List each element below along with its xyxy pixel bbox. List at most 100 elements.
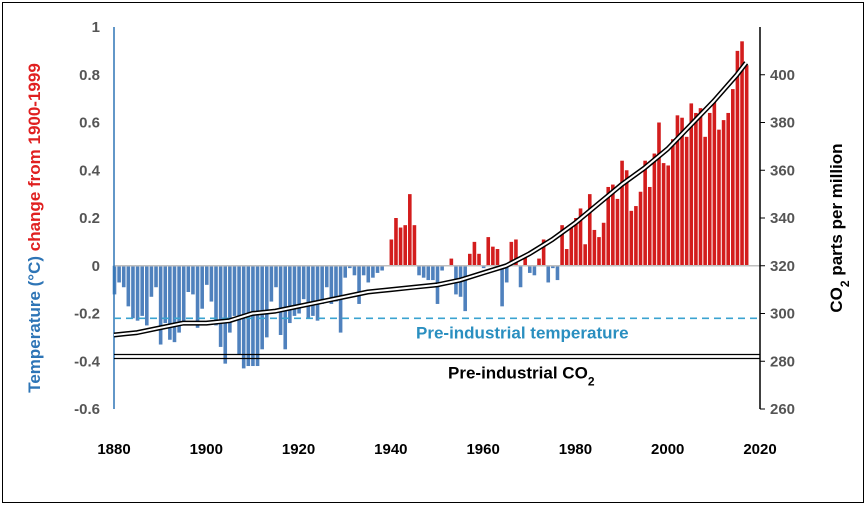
- temperature-bar: [551, 265, 555, 269]
- x-tick-label: 1920: [282, 441, 315, 458]
- right-axis-title: CO2 parts per million: [827, 143, 852, 312]
- right-tick-label: 300: [770, 306, 795, 323]
- x-tick-label: 2000: [651, 441, 684, 458]
- temperature-bar: [611, 184, 615, 266]
- right-tick-label: 380: [770, 115, 795, 132]
- temperature-bar: [735, 50, 740, 266]
- temperature-bar: [209, 265, 214, 302]
- temperature-bars: [112, 41, 749, 369]
- temperature-bar: [181, 265, 186, 324]
- temperature-bar: [657, 122, 661, 266]
- temperature-bar: [394, 218, 398, 266]
- temperature-bar: [468, 253, 472, 266]
- left-tick-label: 0.4: [79, 162, 101, 179]
- temperature-bar: [145, 265, 149, 326]
- temperature-bar: [218, 265, 223, 347]
- temperature-bar: [131, 265, 135, 319]
- temperature-bar: [500, 265, 504, 307]
- temperature-bar: [195, 265, 200, 328]
- temperature-bar: [707, 112, 712, 266]
- temperature-bar: [214, 265, 218, 326]
- temperature-bar: [481, 265, 486, 269]
- temperature-bar: [629, 210, 634, 266]
- temperature-bar: [555, 265, 560, 281]
- temperature-bar: [398, 227, 403, 266]
- temperature-bar: [698, 108, 703, 266]
- temperature-bar: [288, 265, 292, 324]
- temperature-bar: [264, 265, 269, 338]
- temperature-bar: [638, 191, 643, 266]
- temperature-bar: [126, 265, 131, 307]
- temperature-bar: [301, 265, 306, 300]
- temperature-bar: [403, 225, 407, 266]
- temperature-bar: [306, 265, 311, 319]
- pre-industrial-co2-label: Pre-industrial CO2: [448, 363, 595, 388]
- temperature-bar: [671, 139, 675, 266]
- temperature-bar: [486, 237, 491, 266]
- left-tick-label: 0.6: [79, 115, 100, 132]
- temperature-bar: [278, 265, 283, 335]
- x-tick-label: 1940: [374, 441, 407, 458]
- temperature-bar: [643, 160, 647, 266]
- right-tick-label: 260: [770, 401, 795, 418]
- left-tick-label: 0.8: [79, 67, 100, 84]
- temperature-bar: [523, 256, 527, 266]
- temperature-bar: [324, 265, 329, 288]
- temperature-bar: [380, 265, 384, 271]
- temperature-bar: [712, 98, 717, 266]
- temperature-bar: [417, 265, 421, 276]
- temperature-bar: [204, 265, 209, 285]
- temperature-bar: [652, 153, 657, 266]
- left-axis-title: Temperature (°C) change from 1900-1999: [25, 63, 44, 393]
- temperature-bar: [361, 265, 366, 276]
- temperature-bar: [731, 89, 735, 266]
- temperature-bar: [177, 265, 181, 333]
- temperature-bar: [689, 103, 694, 266]
- temperature-bar: [744, 65, 749, 266]
- temperature-bar: [121, 265, 126, 288]
- temperature-bar: [666, 165, 671, 266]
- temperature-bar: [495, 249, 500, 266]
- temperature-bar: [449, 258, 454, 266]
- pre-industrial-temperature-label: Pre-industrial temperature: [416, 323, 629, 342]
- axes: [113, 27, 765, 410]
- temperature-bar: [514, 239, 518, 266]
- temperature-bar: [334, 265, 338, 302]
- temperature-bar: [412, 225, 417, 266]
- temperature-bar: [615, 198, 620, 266]
- temperature-bar: [292, 265, 297, 316]
- temperature-bar: [463, 265, 467, 312]
- temperature-bar: [509, 241, 514, 266]
- left-tick-label: -0.2: [74, 306, 100, 323]
- temperature-bar: [472, 241, 477, 266]
- temperature-bar: [223, 265, 228, 364]
- temperature-bar: [532, 265, 537, 276]
- temperature-bar: [191, 265, 195, 295]
- temperature-bar: [421, 265, 426, 278]
- x-tick-label: 1880: [97, 441, 130, 458]
- temperature-bar: [158, 265, 163, 345]
- temperature-bar: [740, 41, 744, 266]
- temperature-bar: [680, 117, 684, 266]
- reference-lines: Pre-industrial temperature Pre-industrial…: [114, 317, 760, 388]
- x-tick-label: 2020: [743, 441, 776, 458]
- temperature-bar: [477, 253, 481, 266]
- temperature-bar: [320, 265, 324, 304]
- temperature-bar: [389, 239, 394, 266]
- temperature-bar: [491, 246, 495, 266]
- temperature-bar: [274, 265, 278, 288]
- temperature-bar: [154, 265, 158, 288]
- right-tick-label: 320: [770, 258, 795, 275]
- temperature-bar: [684, 136, 689, 266]
- temperature-bar: [564, 249, 569, 266]
- temperature-bar: [583, 244, 587, 266]
- temperature-bar: [426, 265, 431, 281]
- left-tick-label: -0.4: [74, 353, 101, 370]
- temperature-bar: [408, 194, 412, 266]
- temperature-bar: [624, 170, 629, 266]
- temperature-bar: [606, 186, 611, 266]
- left-tick-label: -0.6: [74, 401, 100, 418]
- temperature-bar: [117, 265, 121, 283]
- temperature-bar: [518, 265, 523, 288]
